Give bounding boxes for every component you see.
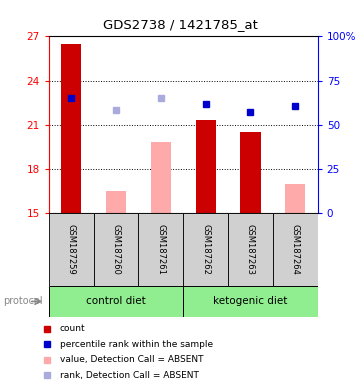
Bar bbox=[273, 213, 318, 286]
Text: count: count bbox=[60, 324, 86, 333]
Bar bbox=[228, 213, 273, 286]
Bar bbox=[138, 213, 183, 286]
Text: GSM187261: GSM187261 bbox=[156, 224, 165, 275]
Text: protocol: protocol bbox=[4, 296, 43, 306]
Bar bbox=[151, 142, 171, 213]
Bar bbox=[183, 213, 228, 286]
Bar bbox=[49, 286, 183, 317]
Text: ketogenic diet: ketogenic diet bbox=[213, 296, 288, 306]
Text: percentile rank within the sample: percentile rank within the sample bbox=[60, 340, 213, 349]
Text: GSM187264: GSM187264 bbox=[291, 224, 300, 275]
Bar bbox=[61, 44, 81, 213]
Bar bbox=[93, 213, 138, 286]
Bar bbox=[183, 286, 318, 317]
Bar bbox=[49, 213, 93, 286]
Text: GSM187259: GSM187259 bbox=[67, 224, 76, 275]
Text: value, Detection Call = ABSENT: value, Detection Call = ABSENT bbox=[60, 355, 204, 364]
Text: GDS2738 / 1421785_at: GDS2738 / 1421785_at bbox=[103, 18, 258, 31]
Text: GSM187260: GSM187260 bbox=[112, 224, 121, 275]
Text: control diet: control diet bbox=[86, 296, 146, 306]
Bar bbox=[240, 132, 261, 213]
Bar bbox=[285, 184, 305, 213]
Bar bbox=[106, 191, 126, 213]
Text: GSM187263: GSM187263 bbox=[246, 224, 255, 275]
Text: GSM187262: GSM187262 bbox=[201, 224, 210, 275]
Text: rank, Detection Call = ABSENT: rank, Detection Call = ABSENT bbox=[60, 371, 199, 380]
Bar bbox=[196, 121, 216, 213]
